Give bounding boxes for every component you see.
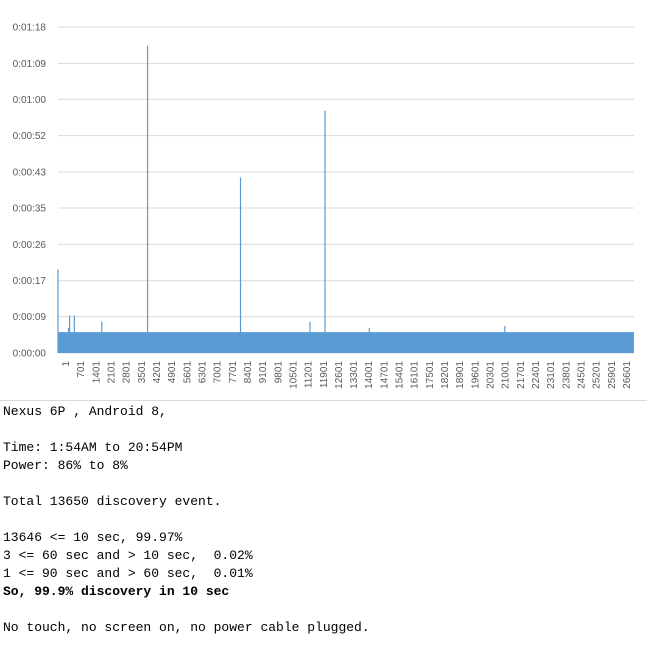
- x-tick-label: 13301: [349, 361, 360, 389]
- note-stat-10s: 13646 <= 10 sec, 99.97%: [3, 530, 183, 545]
- note-time: Time: 1:54AM to 20:54PM: [3, 440, 183, 455]
- x-tick-label: 14701: [379, 361, 390, 389]
- notes-block: Nexus 6P , Android 8, Time: 1:54AM to 20…: [3, 403, 643, 637]
- divider: [0, 400, 647, 401]
- y-axis-ticks: 0:00:00 0:00:09 0:00:17 0:00:26 0:00:35 0:00:…: [13, 23, 47, 360]
- x-tick-label: 7701: [228, 361, 239, 384]
- x-tick-label: 11901: [319, 361, 330, 389]
- y-tick-label: 0:01:09: [13, 59, 47, 70]
- note-stat-90s: 1 <= 90 sec and > 60 sec, 0.01%: [3, 566, 253, 581]
- x-tick-label: 12601: [334, 361, 345, 389]
- x-tick-label: 1401: [91, 361, 102, 384]
- x-tick-label: 6301: [198, 361, 209, 384]
- x-tick-label: 8401: [243, 361, 254, 384]
- discovery-time-chart: 0:00:00 0:00:09 0:00:17 0:00:26 0:00:35 0:00:…: [13, 23, 634, 389]
- x-tick-label: 25201: [592, 361, 603, 389]
- x-tick-label: 4901: [167, 361, 178, 384]
- y-tick-label: 0:00:52: [13, 131, 47, 142]
- x-tick-label: 24501: [576, 361, 587, 389]
- x-tick-label: 2101: [107, 361, 118, 384]
- x-tick-label: 15401: [395, 361, 406, 389]
- x-tick-label: 26601: [622, 361, 633, 389]
- y-tick-label: 0:01:00: [13, 95, 47, 106]
- x-tick-label: 16101: [410, 361, 421, 389]
- note-power: Power: 86% to 8%: [3, 458, 128, 473]
- x-tick-label: 701: [76, 361, 87, 378]
- y-tick-label: 0:00:35: [13, 203, 47, 214]
- x-tick-label: 9101: [258, 361, 269, 384]
- note-blank-2: [3, 475, 643, 493]
- x-tick-label: 4201: [152, 361, 163, 384]
- x-tick-label: 23801: [561, 361, 572, 389]
- note-stat-60s: 3 <= 60 sec and > 10 sec, 0.02%: [3, 548, 253, 563]
- x-tick-label: 21001: [501, 361, 512, 389]
- y-tick-label: 0:00:09: [13, 312, 47, 323]
- x-tick-label: 1: [61, 361, 72, 367]
- x-tick-label: 7001: [213, 361, 224, 384]
- note-conditions: No touch, no screen on, no power cable p…: [3, 620, 370, 635]
- note-summary: So, 99.9% discovery in 10 sec: [3, 584, 230, 599]
- x-tick-label: 17501: [425, 361, 436, 389]
- baseline-bars: [58, 332, 634, 353]
- y-tick-label: 0:00:17: [13, 276, 47, 287]
- x-tick-label: 18201: [440, 361, 451, 389]
- x-tick-label: 2801: [122, 361, 133, 384]
- x-tick-label: 20301: [486, 361, 497, 389]
- chart-panel: 0:00:00 0:00:09 0:00:17 0:00:26 0:00:35 0:00:…: [13, 23, 634, 389]
- note-device: Nexus 6P , Android 8,: [3, 404, 167, 419]
- y-tick-label: 0:00:43: [13, 168, 47, 179]
- x-tick-label: 18901: [455, 361, 466, 389]
- x-tick-label: 21701: [516, 361, 527, 389]
- x-tick-label: 9801: [273, 361, 284, 384]
- bar-series: [57, 45, 634, 353]
- gridlines: [58, 26, 634, 354]
- y-tick-label: 0:00:00: [13, 349, 47, 360]
- x-axis-ticks: 1 701 1401 2101 2801 3501 4201 4901 5601 6301 7001…: [61, 361, 633, 389]
- note-total: Total 13650 discovery event.: [3, 494, 222, 509]
- note-blank-4: [3, 601, 643, 619]
- x-tick-label: 25901: [607, 361, 618, 389]
- note-blank-1: [3, 421, 643, 439]
- y-tick-label: 0:01:18: [13, 23, 47, 34]
- x-tick-label: 3501: [137, 361, 148, 384]
- x-tick-label: 22401: [531, 361, 542, 389]
- x-tick-label: 19601: [470, 361, 481, 389]
- x-tick-label: 23101: [546, 361, 557, 389]
- x-tick-label: 11201: [304, 361, 315, 389]
- y-tick-label: 0:00:26: [13, 240, 47, 251]
- x-tick-label: 10501: [288, 361, 299, 389]
- x-tick-label: 5601: [182, 361, 193, 384]
- note-blank-3: [3, 511, 643, 529]
- x-tick-label: 14001: [364, 361, 375, 389]
